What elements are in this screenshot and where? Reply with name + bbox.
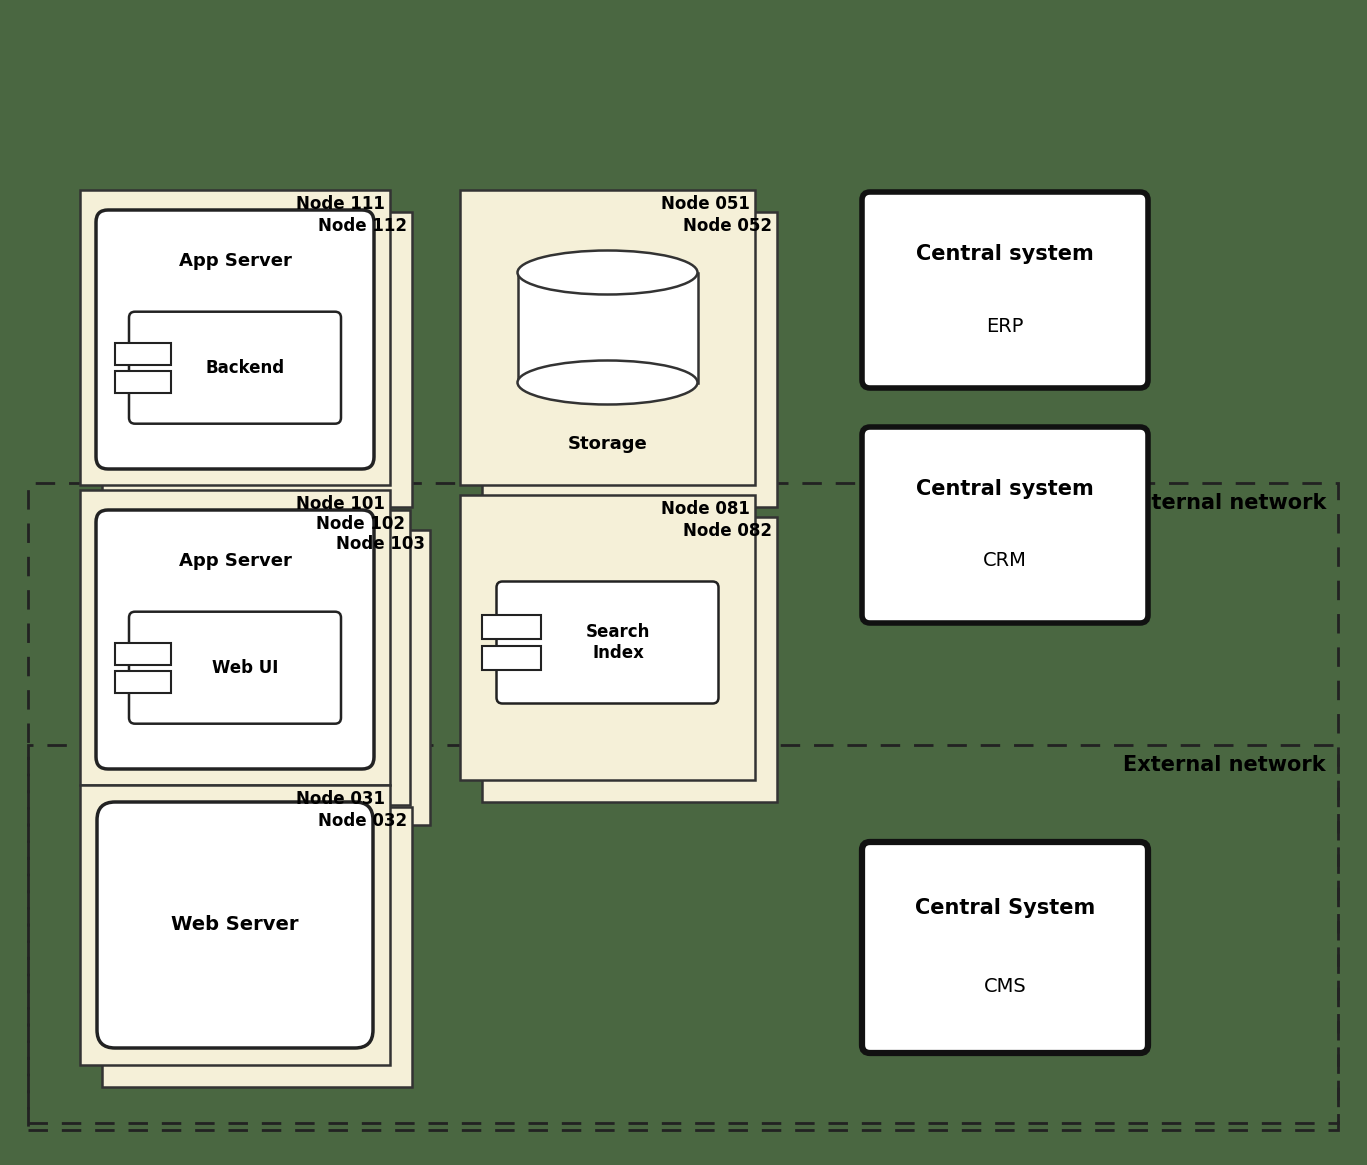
FancyBboxPatch shape — [128, 312, 340, 424]
Text: Central system: Central system — [916, 243, 1094, 264]
Text: Node 103: Node 103 — [336, 535, 425, 553]
Bar — [27, 483, 1338, 1123]
Text: Node 102: Node 102 — [316, 515, 405, 534]
FancyBboxPatch shape — [863, 842, 1148, 1053]
FancyBboxPatch shape — [97, 802, 373, 1048]
Bar — [518, 273, 697, 382]
Text: CRM: CRM — [983, 551, 1027, 571]
Text: Node 082: Node 082 — [684, 522, 772, 541]
Text: Backend: Backend — [205, 359, 284, 376]
Text: App Server: App Server — [179, 252, 291, 270]
FancyBboxPatch shape — [96, 210, 375, 469]
Bar — [27, 744, 1338, 1130]
Bar — [115, 671, 171, 693]
Text: Node 031: Node 031 — [297, 790, 385, 809]
Bar — [81, 490, 390, 785]
Bar — [483, 212, 776, 507]
Text: Node 111: Node 111 — [297, 195, 385, 213]
Bar — [483, 645, 541, 670]
Bar — [103, 212, 411, 507]
Text: Storage: Storage — [567, 435, 648, 453]
Bar — [120, 530, 431, 825]
Text: Node 052: Node 052 — [684, 217, 772, 235]
Text: Search
Index: Search Index — [586, 623, 651, 662]
Bar — [100, 510, 410, 805]
Text: Node 032: Node 032 — [319, 812, 407, 829]
Bar — [81, 190, 390, 485]
Text: Node 101: Node 101 — [297, 495, 385, 513]
FancyBboxPatch shape — [496, 581, 719, 704]
Text: App Server: App Server — [179, 552, 291, 570]
Bar — [103, 807, 411, 1087]
Text: CMS: CMS — [984, 977, 1027, 996]
Bar — [461, 190, 755, 485]
Bar — [461, 495, 755, 781]
FancyBboxPatch shape — [863, 428, 1148, 623]
FancyBboxPatch shape — [96, 510, 375, 769]
Bar — [115, 643, 171, 665]
Text: Internal network: Internal network — [1129, 493, 1326, 513]
Text: Central System: Central System — [915, 898, 1095, 918]
Bar — [483, 615, 541, 640]
Bar — [115, 343, 171, 365]
FancyBboxPatch shape — [863, 192, 1148, 388]
Bar — [483, 517, 776, 802]
Text: Web UI: Web UI — [212, 658, 279, 677]
FancyBboxPatch shape — [128, 612, 340, 723]
Text: Node 051: Node 051 — [662, 195, 750, 213]
Text: External network: External network — [1124, 755, 1326, 775]
Bar — [115, 370, 171, 393]
Ellipse shape — [518, 250, 697, 295]
Bar — [81, 785, 390, 1065]
Text: Node 081: Node 081 — [662, 500, 750, 518]
Ellipse shape — [518, 360, 697, 404]
Text: Web Server: Web Server — [171, 916, 299, 934]
Text: ERP: ERP — [987, 317, 1024, 336]
Text: Central system: Central system — [916, 479, 1094, 499]
Text: Node 112: Node 112 — [319, 217, 407, 235]
